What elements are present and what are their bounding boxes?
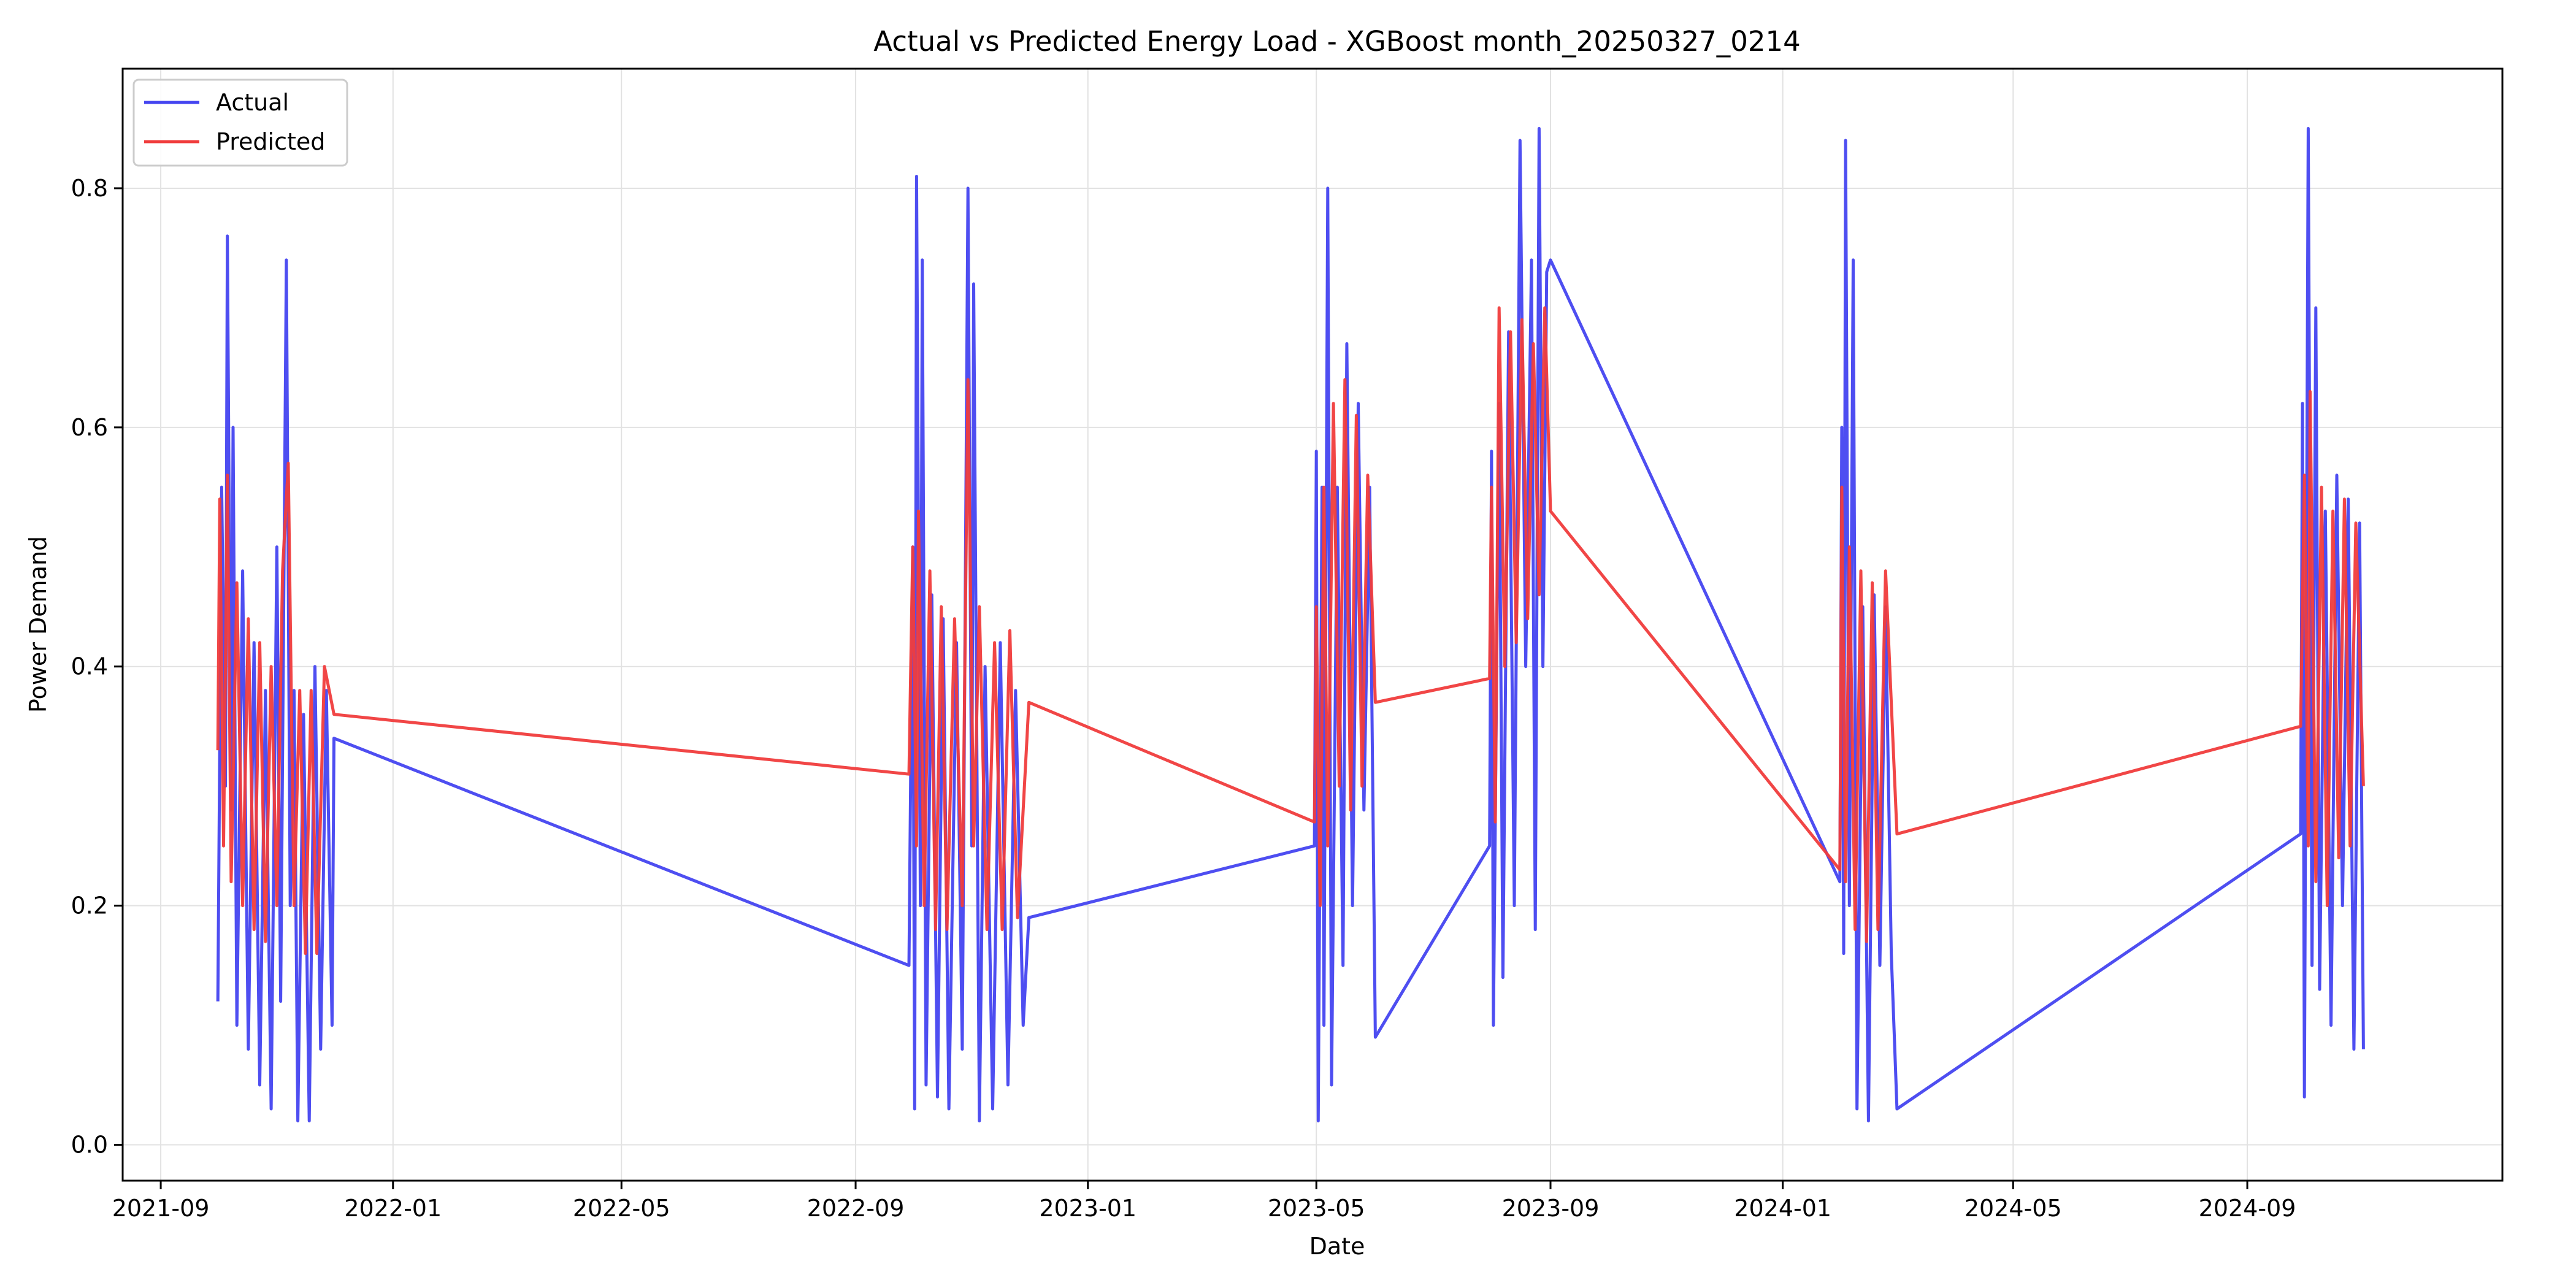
legend-label-predicted: Predicted <box>216 128 325 155</box>
y-tick-label: 0.0 <box>71 1132 108 1159</box>
chart-title: Actual vs Predicted Energy Load - XGBoos… <box>873 25 1801 58</box>
x-axis-ticks: 2021-09 2022-01 2022-05 2022-09 2023-01 2023-… <box>112 1181 2296 1222</box>
x-tick-label: 2022-05 <box>573 1195 670 1222</box>
y-tick-label: 0.6 <box>71 414 108 441</box>
x-tick-label: 2023-09 <box>1502 1195 1600 1222</box>
data-lines <box>216 127 2365 1122</box>
x-tick-label: 2022-09 <box>807 1195 905 1222</box>
x-tick-label: 2021-09 <box>112 1195 210 1222</box>
x-tick-label: 2024-05 <box>1965 1195 2062 1222</box>
x-tick-label: 2023-01 <box>1039 1195 1137 1222</box>
series-line-predicted <box>216 306 2365 956</box>
x-tick-label: 2023-05 <box>1268 1195 1365 1222</box>
plot-frame <box>121 67 2504 1182</box>
y-tick-label: 0.4 <box>71 653 108 680</box>
legend-label-actual: Actual <box>216 89 289 116</box>
x-tick-label: 2024-01 <box>1734 1195 1831 1222</box>
y-tick-label: 0.2 <box>71 892 108 919</box>
legend: Actual Predicted <box>132 79 348 167</box>
x-tick-label: 2022-01 <box>344 1195 442 1222</box>
x-axis-label: Date <box>1309 1233 1365 1260</box>
y-axis-ticks: 0.0 0.2 0.4 0.6 0.8 <box>71 175 123 1159</box>
y-tick-label: 0.8 <box>71 175 108 202</box>
series-line-actual <box>216 127 2365 1122</box>
x-tick-label: 2024-09 <box>2199 1195 2296 1222</box>
y-axis-label: Power Demand <box>25 536 52 713</box>
